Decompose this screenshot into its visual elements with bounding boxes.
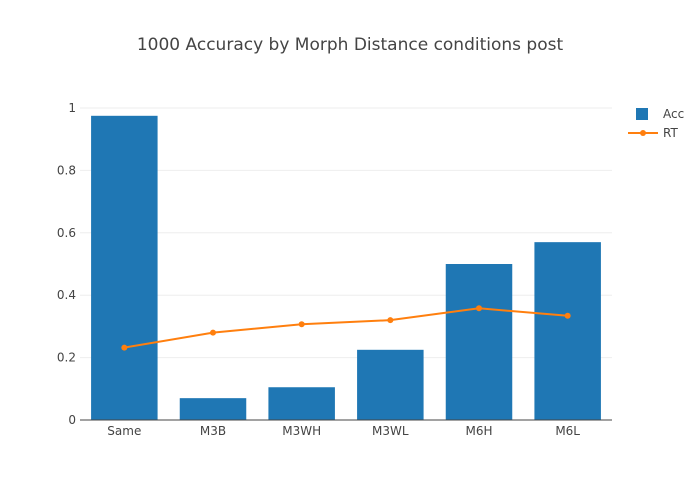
series-point	[476, 305, 482, 312]
grid-lines	[80, 107, 612, 359]
series-line	[124, 307, 568, 349]
y-tick-label: 1	[68, 101, 76, 115]
x-tick-label: M3WH	[282, 424, 321, 438]
x-tick-label: M3WL	[372, 424, 409, 438]
series-point	[387, 317, 394, 324]
x-tick-label: M6L	[555, 424, 580, 438]
legend[interactable]: Acc RT	[628, 107, 684, 140]
y-tick-label: 0.8	[57, 163, 76, 177]
series-point	[210, 329, 216, 336]
series-point	[298, 321, 305, 328]
x-tick-label: M6H	[465, 424, 492, 438]
bar	[179, 398, 247, 420]
y-tick-label: 0	[68, 413, 76, 427]
bar-series	[91, 115, 601, 421]
legend-swatch-bar	[636, 108, 648, 120]
y-tick-label: 0.2	[57, 351, 76, 365]
x-tick-label: Same	[107, 424, 141, 438]
y-tick-label: 0.6	[57, 226, 76, 240]
bar	[357, 349, 424, 420]
series-point	[121, 344, 128, 351]
line-series	[121, 305, 571, 351]
y-tick-label: 0.4	[57, 288, 76, 302]
legend-label: Acc	[663, 107, 684, 121]
chart-title: 1000 Accuracy by Morph Distance conditio…	[137, 35, 564, 55]
x-tick-label: M3B	[200, 424, 226, 438]
axes: 0 0.2 0.4 0.6 0.8 1 Same M3B M3WH M3WL M6H M6L	[57, 101, 612, 438]
bar	[534, 242, 601, 420]
bar	[91, 115, 158, 421]
legend-label: RT	[663, 126, 678, 140]
bar	[268, 387, 335, 420]
series-point	[564, 312, 571, 319]
legend-swatch-marker	[640, 130, 646, 136]
bar	[445, 264, 513, 420]
